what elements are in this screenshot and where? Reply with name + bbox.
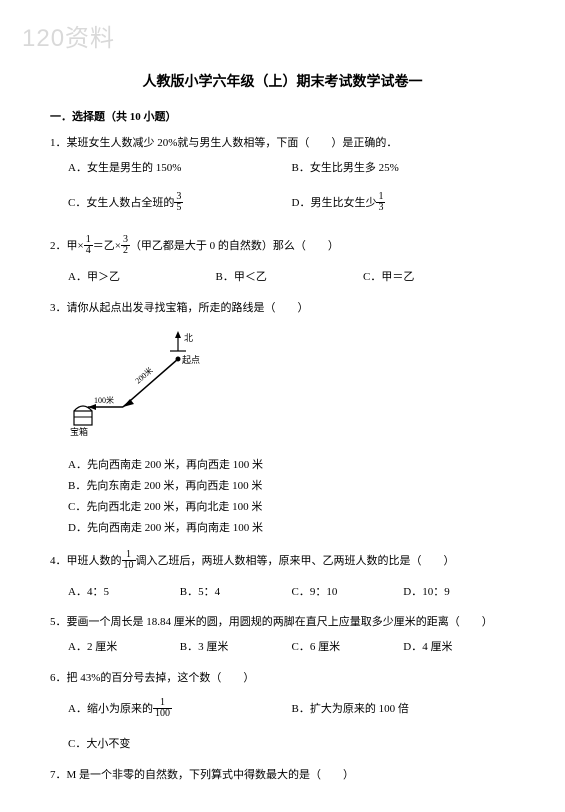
page-content: 人教版小学六年级（上）期末考试数学试卷一 一．选择题（共 10 小题） 1．某班… bbox=[0, 0, 565, 812]
question-3: 3．请你从起点出发寻找宝箱，所走的路线是（ ） 北 起点 200米 100米 宝… bbox=[50, 298, 515, 538]
q1-opt-a: A．女生是男生的 150% bbox=[68, 158, 292, 179]
q6-opt-b: B．扩大为原来的 100 倍 bbox=[292, 699, 516, 720]
q4-stem: 4．甲班人数的110调入乙班后，两班人数相等，原来甲、乙两班人数的比是（ ） bbox=[50, 551, 515, 572]
q4-opt-d: D．10：9 bbox=[403, 582, 515, 603]
svg-text:北: 北 bbox=[184, 333, 193, 343]
question-5: 5．要画一个周长是 18.84 厘米的圆，用圆规的两脚在直尺上应量取多少厘米的距… bbox=[50, 612, 515, 662]
q6-opt-a: A．缩小为原来的1100 bbox=[68, 699, 292, 720]
svg-text:100米: 100米 bbox=[94, 395, 114, 405]
svg-text:宝箱: 宝箱 bbox=[70, 426, 88, 437]
q3-opt-c: C．先向西北走 200 米，再向北走 100 米 bbox=[50, 497, 515, 518]
q2-opt-b: B．甲＜乙 bbox=[216, 267, 364, 288]
q3-opt-b: B．先向东南走 200 米，再向西走 100 米 bbox=[50, 476, 515, 497]
q3-opt-d: D．先向西南走 200 米，再向南走 100 米 bbox=[50, 518, 515, 539]
q1-opt-c: C．女生人数占全班的35 bbox=[68, 193, 292, 214]
q1-opt-b: B．女生比男生多 25% bbox=[292, 158, 516, 179]
q5-opt-d: D．4 厘米 bbox=[403, 637, 515, 658]
question-1: 1．某班女生人数减少 20%就与男生人数相等，下面（ ）是正确的． A．女生是男… bbox=[50, 133, 515, 218]
q6-stem: 6．把 43%的百分号去掉，这个数（ ） bbox=[50, 668, 515, 689]
question-7: 7．M 是一个非零的自然数，下列算式中得数最大的是（ ） bbox=[50, 765, 515, 786]
q4-opt-b: B．5：4 bbox=[180, 582, 292, 603]
doc-title: 人教版小学六年级（上）期末考试数学试卷一 bbox=[50, 70, 515, 97]
q7-stem: 7．M 是一个非零的自然数，下列算式中得数最大的是（ ） bbox=[50, 765, 515, 786]
q5-stem: 5．要画一个周长是 18.84 厘米的圆，用圆规的两脚在直尺上应量取多少厘米的距… bbox=[50, 612, 515, 633]
q2-opt-a: A．甲＞乙 bbox=[68, 267, 216, 288]
question-2: 2．甲×14＝乙×32（甲乙都是大于 0 的自然数）那么（ ） A．甲＞乙 B．… bbox=[50, 236, 515, 292]
question-4: 4．甲班人数的110调入乙班后，两班人数相等，原来甲、乙两班人数的比是（ ） A… bbox=[50, 551, 515, 607]
q5-opt-c: C．6 厘米 bbox=[292, 637, 404, 658]
section-heading: 一．选择题（共 10 小题） bbox=[50, 107, 515, 128]
q2-stem: 2．甲×14＝乙×32（甲乙都是大于 0 的自然数）那么（ ） bbox=[50, 236, 515, 257]
question-6: 6．把 43%的百分号去掉，这个数（ ） A．缩小为原来的1100 B．扩大为原… bbox=[50, 668, 515, 759]
q3-opt-a: A．先向西南走 200 米，再向西走 100 米 bbox=[50, 455, 515, 476]
q1-opt-d: D．男生比女生少13 bbox=[292, 193, 516, 214]
q6-opt-c: C．大小不变 bbox=[68, 734, 292, 755]
q4-opt-c: C．9：10 bbox=[292, 582, 404, 603]
watermark: 120资料 bbox=[22, 18, 115, 53]
q3-stem: 3．请你从起点出发寻找宝箱，所走的路线是（ ） bbox=[50, 298, 515, 319]
q5-opt-a: A．2 厘米 bbox=[68, 637, 180, 658]
q3-diagram: 北 起点 200米 100米 宝箱 bbox=[68, 329, 208, 439]
q5-opt-b: B．3 厘米 bbox=[180, 637, 292, 658]
q2-opt-c: C．甲＝乙 bbox=[363, 267, 511, 288]
svg-text:起点: 起点 bbox=[182, 355, 200, 365]
q4-opt-a: A．4：5 bbox=[68, 582, 180, 603]
q1-stem: 1．某班女生人数减少 20%就与男生人数相等，下面（ ）是正确的． bbox=[50, 133, 515, 154]
